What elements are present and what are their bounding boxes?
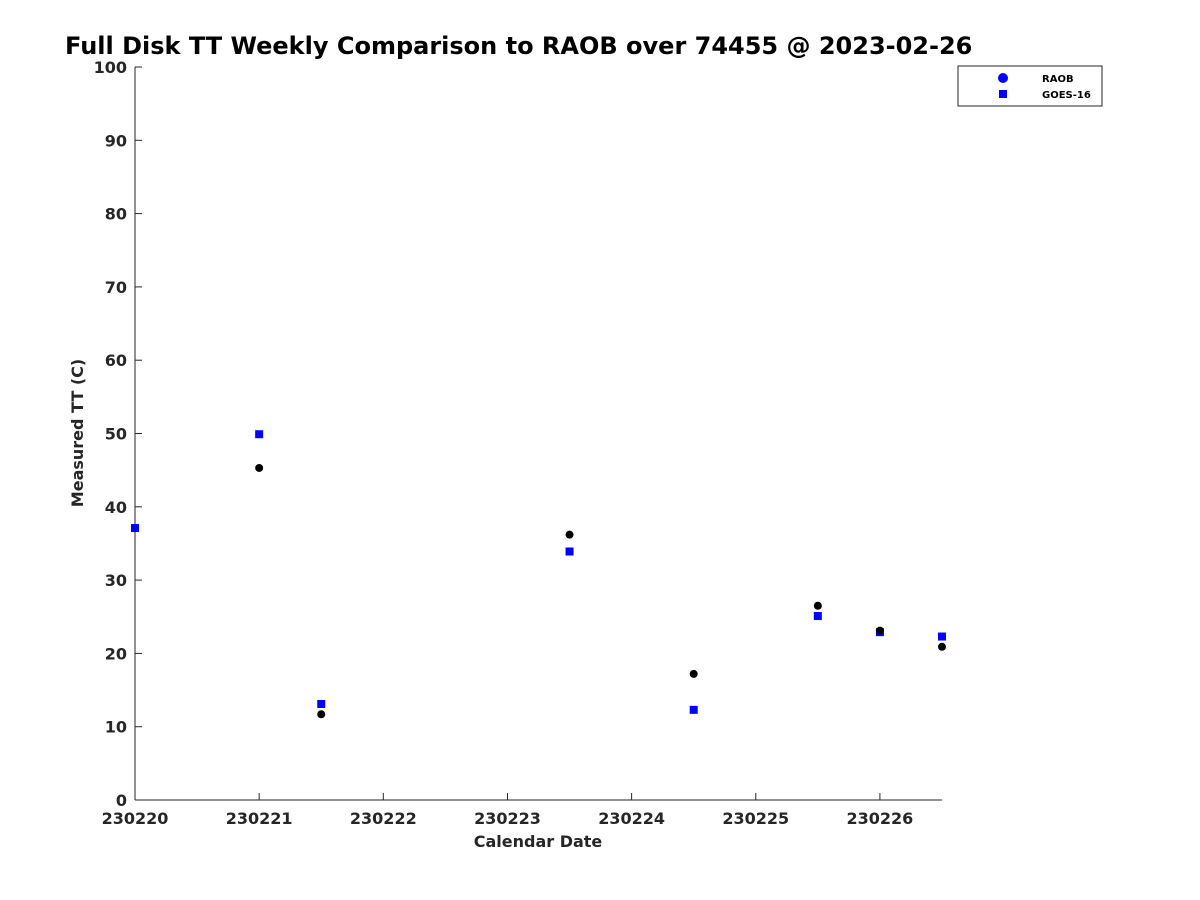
y-tick-label: 90 [105, 131, 127, 150]
x-tick-label: 230221 [226, 809, 293, 828]
y-tick-label: 80 [105, 205, 127, 224]
raob-point [565, 530, 574, 539]
legend-marker-raob [998, 73, 1008, 83]
raob-point [255, 463, 264, 472]
legend: RAOB GOES-16 [957, 65, 1103, 107]
goes-16-point [255, 430, 264, 439]
raob-point [875, 626, 884, 635]
data-points [131, 430, 946, 719]
y-tick-label: 40 [105, 498, 127, 517]
goes-16-point [813, 612, 822, 621]
y-tick-label: 70 [105, 278, 127, 297]
y-tick-label: 30 [105, 571, 127, 590]
x-ticks: 230220 230221 230222 230223 230224 230225 2302… [102, 793, 914, 828]
y-tick-label: 10 [105, 718, 127, 737]
chart-title: Full Disk TT Weekly Comparison to RAOB o… [65, 32, 972, 60]
x-tick-label: 230226 [847, 809, 914, 828]
x-tick-label: 230223 [474, 809, 541, 828]
raob-point [317, 710, 326, 719]
y-tick-label: 20 [105, 644, 127, 663]
goes-16-point [689, 705, 698, 714]
y-tick-label: 50 [105, 425, 127, 444]
legend-box [957, 65, 1103, 107]
legend-label-goes-16: GOES-16 [1042, 90, 1091, 101]
raob-point [131, 524, 139, 533]
y-tick-label: 100 [94, 58, 127, 77]
y-ticks: 0 10 20 30 40 50 60 70 80 90 100 [94, 58, 142, 810]
x-axis-label: Calendar Date [474, 832, 603, 851]
x-tick-label: 230220 [102, 809, 169, 828]
raob-point [813, 601, 822, 610]
goes-16-point [565, 547, 574, 556]
y-tick-label: 0 [116, 791, 127, 810]
legend-label-raob: RAOB [1042, 74, 1074, 85]
x-tick-label: 230225 [722, 809, 789, 828]
raob-point [938, 642, 946, 651]
x-tick-label: 230222 [350, 809, 417, 828]
x-tick-label: 230224 [598, 809, 665, 828]
y-tick-label: 60 [105, 351, 127, 370]
goes-16-point [938, 632, 946, 641]
legend-marker-goes-16 [999, 90, 1007, 98]
goes-16-point [317, 699, 326, 708]
y-axis-label: Measured TT (C) [68, 359, 87, 507]
raob-point [689, 669, 698, 678]
